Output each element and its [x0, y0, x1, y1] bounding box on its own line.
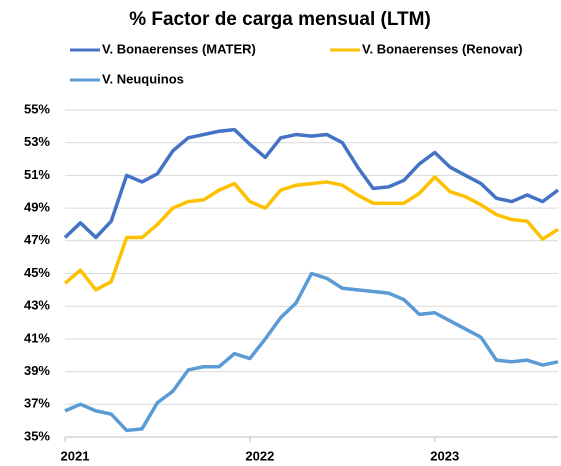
x-tick-label: 2021 [61, 448, 90, 463]
y-tick-label: 43% [24, 298, 50, 313]
y-tick-label: 53% [24, 134, 50, 149]
series-line [63, 175, 559, 292]
y-tick-label: 41% [24, 330, 50, 345]
y-tick-label: 45% [24, 265, 50, 280]
y-tick-label: 47% [24, 232, 50, 247]
series-line [63, 127, 560, 240]
legend-label: V. Bonaerenses (MATER) [102, 41, 256, 56]
y-tick-label: 55% [24, 101, 50, 116]
x-tick-label: 2022 [245, 448, 274, 463]
y-tick-label: 39% [24, 363, 50, 378]
legend-label: V. Neuquinos [102, 71, 184, 86]
y-tick-label: 37% [24, 396, 50, 411]
y-tick-label: 49% [24, 200, 50, 215]
chart-title: % Factor de carga mensual (LTM) [129, 9, 431, 30]
y-tick-label: 35% [24, 428, 50, 443]
x-tick-label: 2023 [430, 448, 459, 463]
y-tick-label: 51% [24, 167, 50, 182]
series-line [64, 271, 559, 433]
legend-label: V. Bonaerenses (Renovar) [362, 41, 523, 56]
